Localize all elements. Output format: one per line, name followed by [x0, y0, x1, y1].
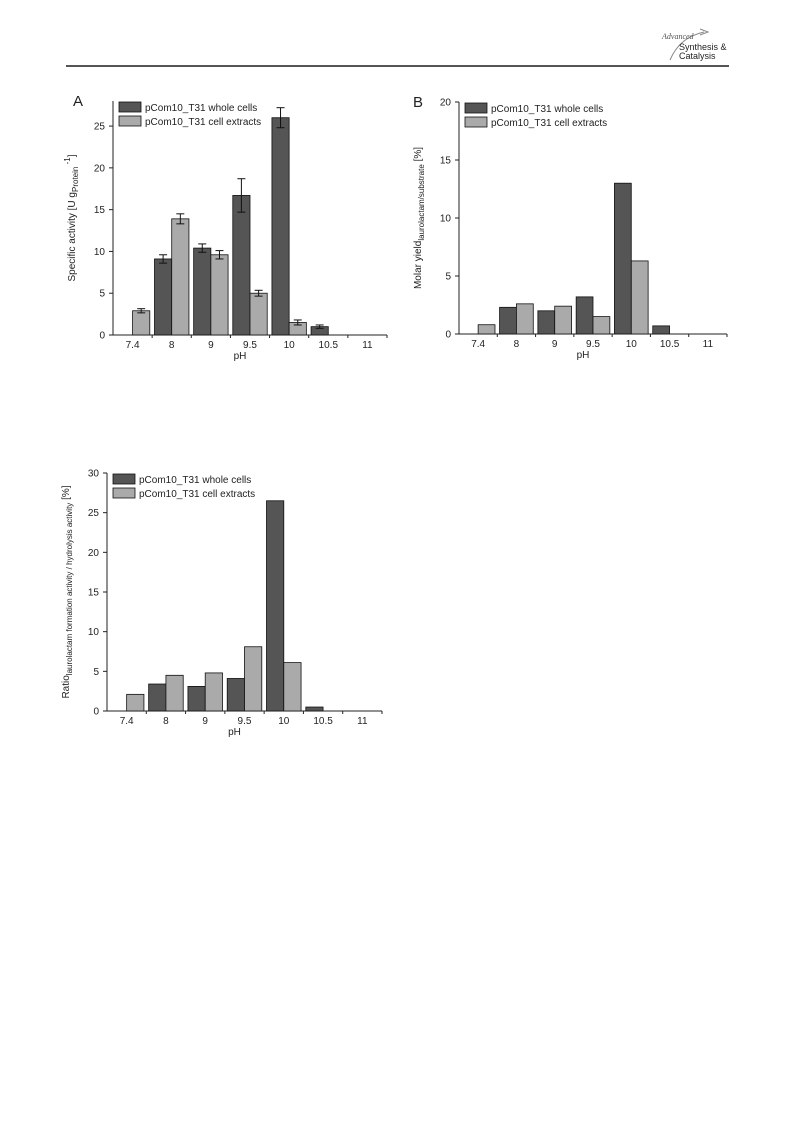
bar-cell-extracts — [630, 260, 649, 335]
panel-label: A — [73, 93, 83, 110]
y-tick-label: 20 — [440, 98, 452, 109]
x-tick-label: 10.5 — [319, 340, 339, 351]
legend-entry: pCom10_T31 whole cells — [145, 103, 257, 114]
x-tick-label: 7.4 — [126, 340, 140, 351]
bar-cell-extracts — [244, 646, 263, 712]
x-tick-label: 7.4 — [120, 716, 134, 727]
legend-swatch — [118, 115, 142, 127]
y-tick-label: 25 — [88, 508, 100, 519]
y-tick-label: 0 — [93, 707, 99, 718]
bar-cell-extracts — [554, 305, 572, 335]
y-axis-label: Ratiolaurolactam formation activity / hy… — [61, 485, 74, 698]
bar-cell-extracts — [516, 303, 534, 335]
x-tick-label: 10 — [626, 339, 638, 350]
x-tick-label: 9.5 — [238, 716, 252, 727]
y-tick-label: 15 — [94, 205, 106, 216]
bar-whole-cells — [652, 325, 670, 335]
x-tick-label: 8 — [169, 340, 175, 351]
y-tick-label: 0 — [99, 331, 105, 342]
x-tick-label: 8 — [514, 339, 520, 350]
logo-line-advanced: Advanced — [662, 32, 694, 41]
legend-entry: pCom10_T31 whole cells — [491, 104, 603, 115]
x-tick-label: 10.5 — [660, 339, 680, 350]
legend-entry: pCom10_T31 cell extracts — [491, 118, 607, 129]
panel-label: B — [413, 94, 423, 111]
y-tick-label: 15 — [88, 588, 100, 599]
y-tick-label: 5 — [445, 272, 451, 283]
legend-swatch — [112, 473, 136, 485]
journal-logo: Advanced Synthesis & Catalysis — [652, 26, 742, 62]
x-tick-label: 10.5 — [313, 716, 333, 727]
y-tick-label: 15 — [440, 156, 452, 167]
y-tick-label: 0 — [445, 330, 451, 341]
x-tick-label: 8 — [163, 716, 169, 727]
logo-swoosh-icon — [669, 28, 710, 61]
bar-whole-cells — [614, 182, 632, 335]
y-tick-label: 30 — [88, 469, 100, 480]
x-tick-label: 10 — [278, 716, 290, 727]
x-tick-label: 9 — [202, 716, 208, 727]
bar-cell-extracts — [126, 693, 145, 712]
y-tick-label: 10 — [88, 627, 100, 638]
x-axis-label: pH — [234, 351, 247, 362]
bar-cell-extracts — [592, 316, 611, 335]
x-tick-label: 9 — [552, 339, 558, 350]
y-axis-label: Specific activity [U gProtein -1] — [63, 154, 80, 281]
bar-cell-extracts — [165, 674, 184, 712]
bar-whole-cells — [187, 686, 206, 712]
y-tick-label: 5 — [93, 667, 99, 678]
legend-entry: pCom10_T31 cell extracts — [139, 489, 255, 500]
chart-panel-a: 0 5 10 15 20 25 7.4 8 9 9.5 10 10.5 11 pH Specific act… — [63, 93, 388, 362]
y-tick-label: 20 — [94, 163, 106, 174]
legend-swatch — [464, 102, 488, 114]
legend-swatch — [464, 116, 488, 128]
legend-entry: pCom10_T31 cell extracts — [145, 117, 261, 128]
x-tick-label: 10 — [284, 340, 296, 351]
bar-cell-extracts — [204, 672, 223, 712]
y-tick-label: 5 — [99, 289, 105, 300]
x-tick-label: 11 — [703, 339, 714, 350]
bar-whole-cells — [226, 678, 245, 712]
bar-whole-cells — [266, 500, 285, 712]
bar-whole-cells — [305, 706, 324, 712]
y-tick-label: 20 — [88, 548, 100, 559]
x-axis-label: pH — [228, 727, 241, 738]
chart-panel-b: 0 5 10 15 20 7.4 8 9 9.5 10 10.5 11 pH Molar yieldlau… — [413, 94, 728, 361]
x-axis-label: pH — [577, 350, 590, 361]
bar-whole-cells — [148, 683, 167, 712]
bar-cell-extracts — [477, 324, 496, 335]
legend-swatch — [112, 487, 136, 499]
x-tick-label: 7.4 — [471, 339, 485, 350]
bar-cell-extracts — [283, 662, 302, 712]
y-tick-label: 10 — [440, 214, 452, 225]
x-tick-label: 9 — [208, 340, 214, 351]
x-tick-label: 11 — [362, 340, 373, 351]
legend-entry: pCom10_T31 whole cells — [139, 475, 251, 486]
y-tick-label: 10 — [94, 247, 106, 258]
x-tick-label: 11 — [357, 716, 368, 727]
x-tick-label: 9.5 — [586, 339, 600, 350]
legend-swatch — [118, 101, 142, 113]
bar-whole-cells — [575, 296, 594, 335]
x-tick-label: 9.5 — [243, 340, 257, 351]
y-tick-label: 25 — [94, 122, 106, 133]
chart-panel-c: 0 5 10 15 20 25 30 7.4 8 9 9.5 10 10.5 11 pH Ratiolauro… — [61, 469, 383, 738]
logo-line-synthesis: Synthesis & — [679, 42, 727, 52]
header-rule — [66, 65, 729, 67]
y-axis-label: Molar yieldlaurolactam/substrate [%] — [413, 147, 426, 289]
logo-line-catalysis: Catalysis — [679, 51, 716, 61]
